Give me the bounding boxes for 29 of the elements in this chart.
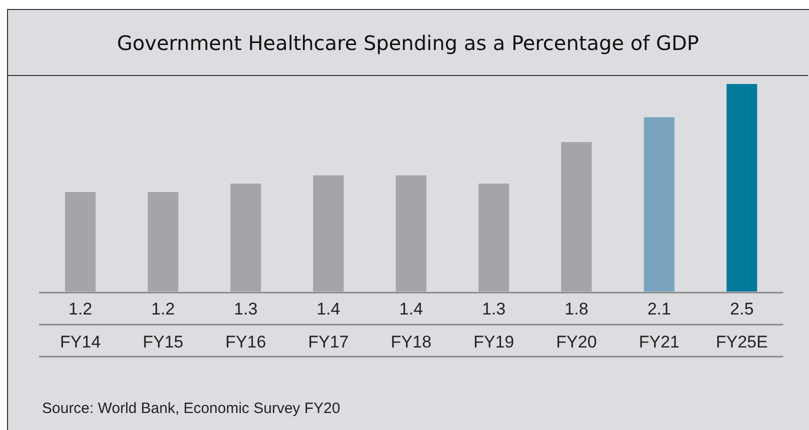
bar: [313, 175, 344, 292]
x-tick-label: FY18: [390, 332, 432, 352]
data-label: 2.1: [647, 299, 671, 318]
chart-title: Government Healthcare Spending as a Percentage of GDP: [8, 10, 808, 76]
x-tick-label: FY16: [225, 332, 266, 352]
bar: [644, 117, 674, 292]
data-label: 1.2: [68, 299, 92, 318]
bar: [65, 192, 96, 292]
bar: [230, 184, 262, 292]
data-label: 1.3: [234, 299, 258, 318]
x-tick-label: FY14: [60, 332, 101, 352]
x-tick-label: FY17: [308, 332, 349, 352]
data-label: 1.4: [399, 299, 423, 318]
bar: [396, 175, 426, 292]
bar: [478, 184, 510, 292]
data-label: 1.8: [564, 299, 588, 318]
bar: [148, 192, 178, 292]
data-label: 1.3: [482, 299, 506, 318]
data-label: 1.2: [151, 299, 175, 318]
x-tick-label: FY15: [142, 332, 184, 352]
x-tick-label: FY19: [473, 332, 514, 352]
data-label: 2.5: [730, 299, 754, 318]
x-tick-label: FY25E: [716, 332, 768, 352]
source-note: Source: World Bank, Economic Survey FY20: [42, 400, 340, 417]
data-label: 1.4: [316, 299, 340, 318]
bar: [561, 142, 592, 292]
x-tick-label: FY21: [638, 332, 680, 352]
x-tick-label: FY20: [556, 332, 597, 352]
bar: [726, 84, 758, 292]
